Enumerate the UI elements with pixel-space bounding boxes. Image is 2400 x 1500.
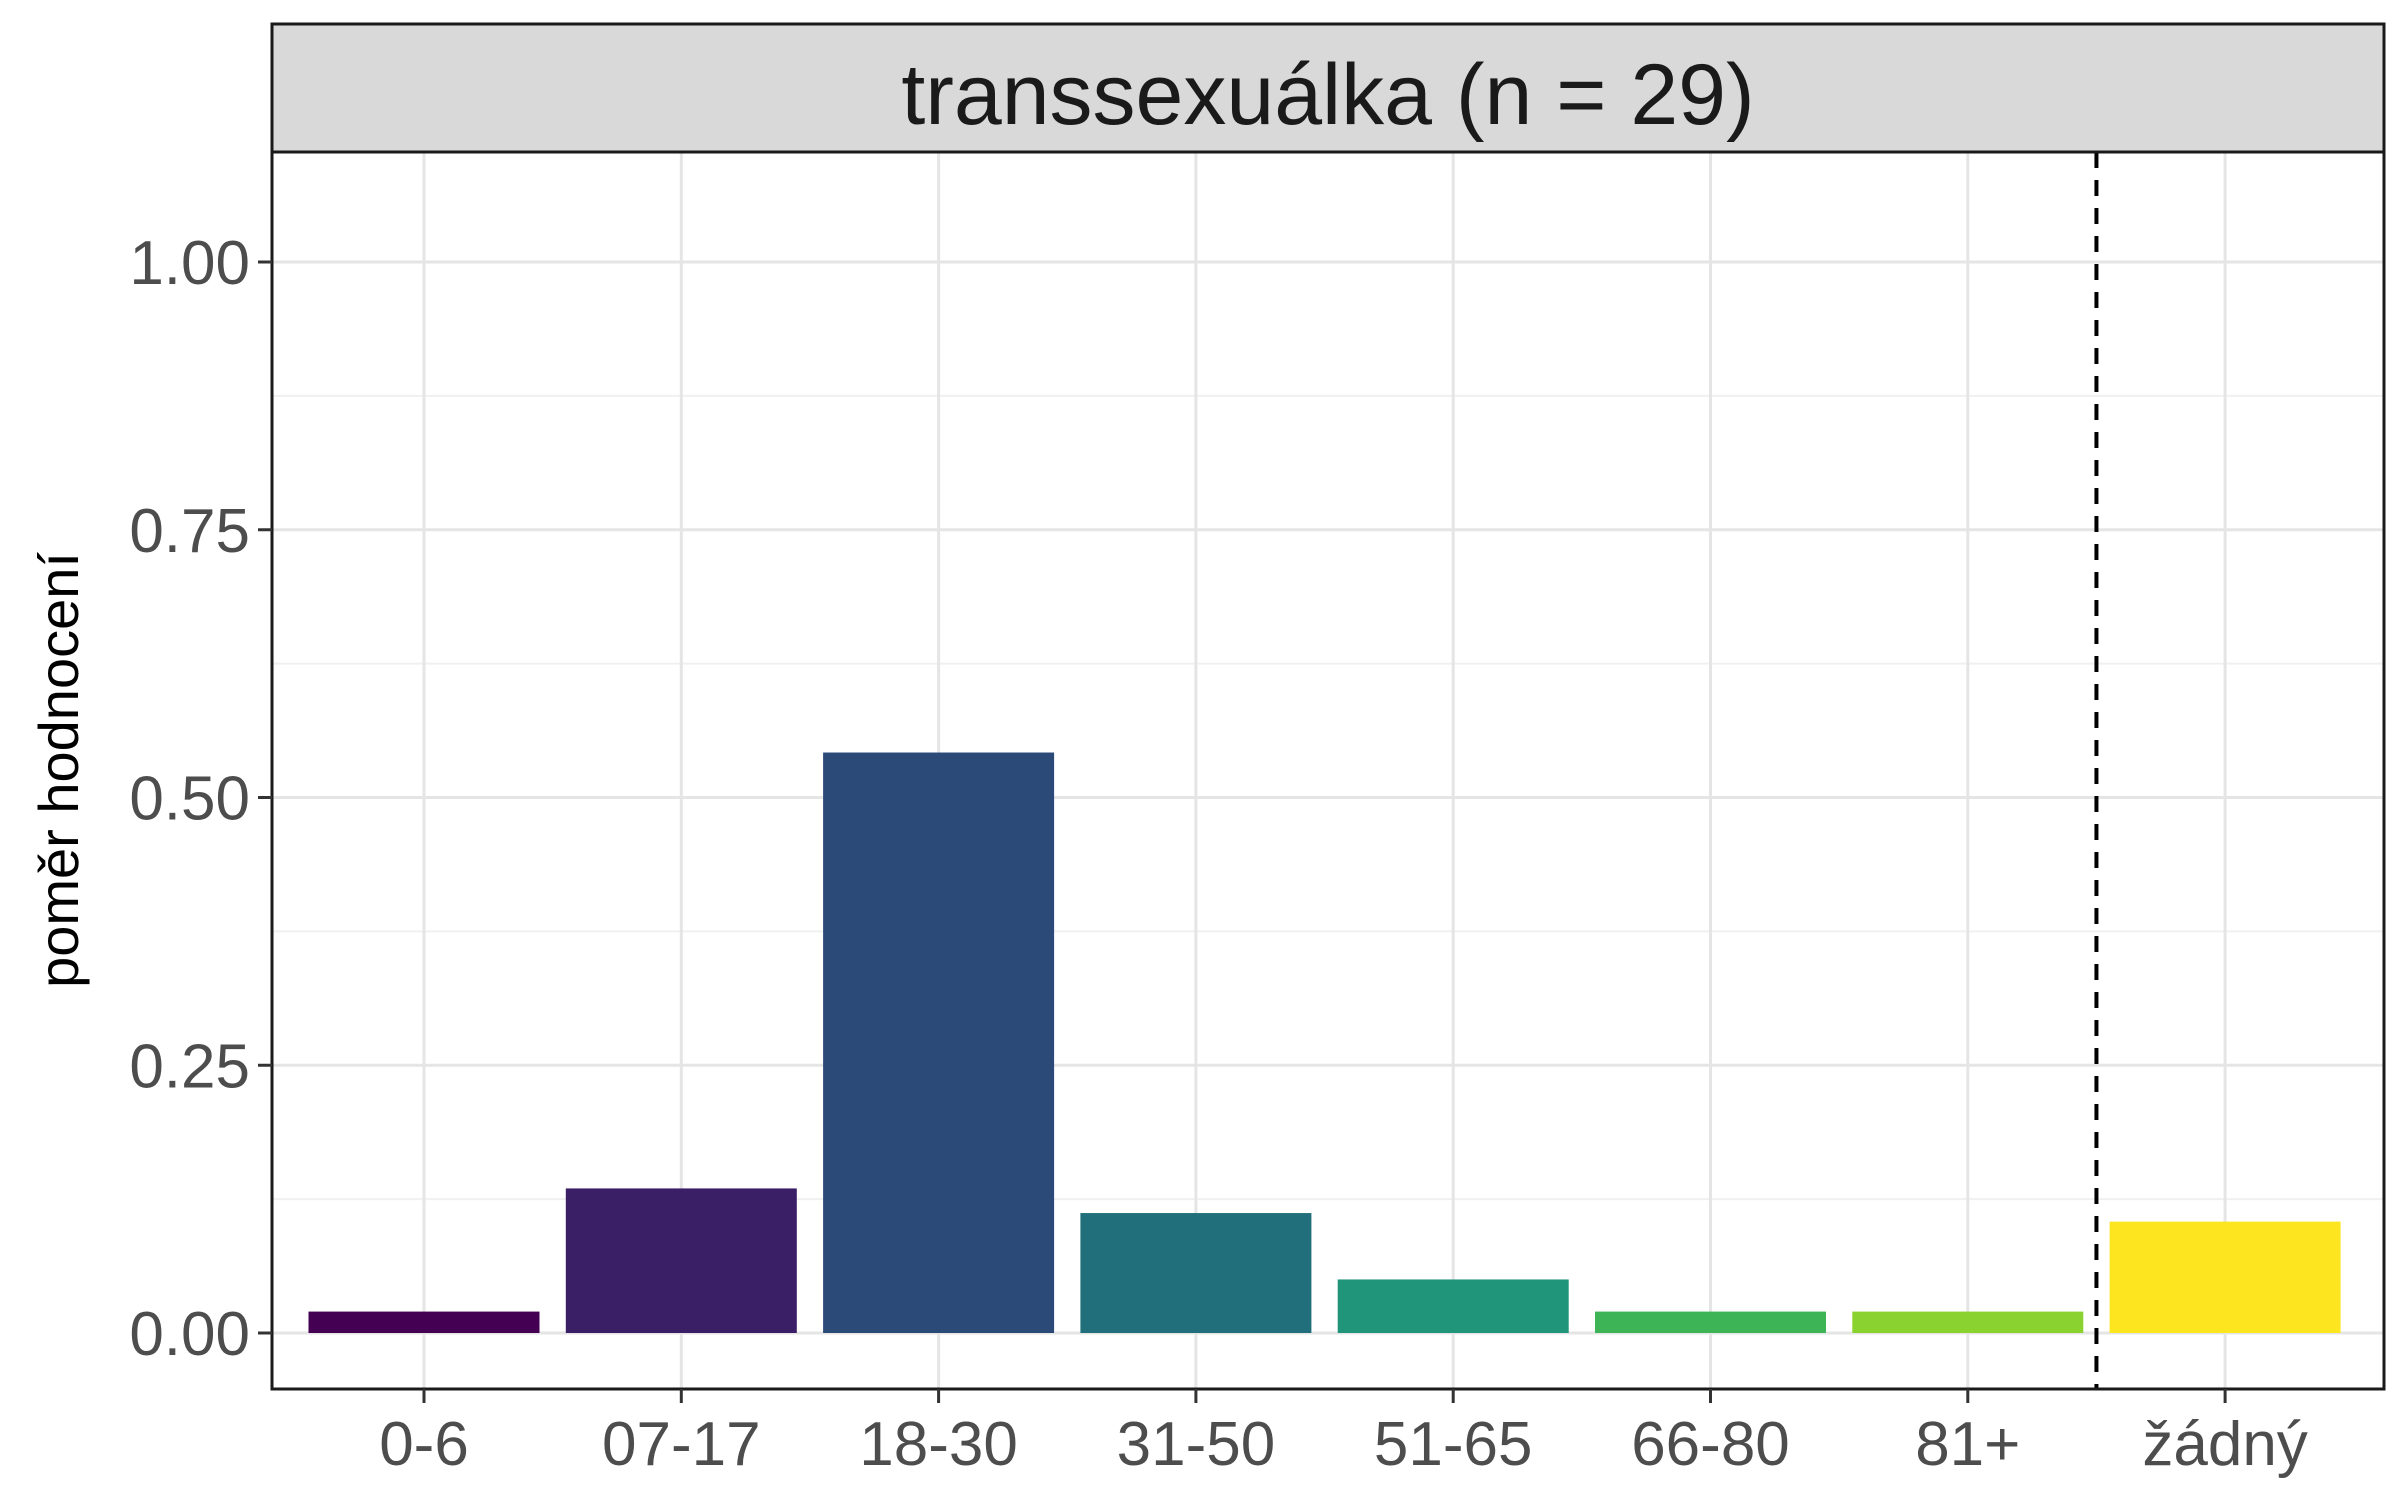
x-tick-label: 07-17: [602, 1410, 761, 1479]
bar-07-17: [565, 1188, 797, 1333]
y-axis: 0.00 0.25 0.50 0.75 1.00: [129, 229, 272, 1369]
y-tick-label: 1.00: [129, 229, 250, 298]
grid-minor: [272, 394, 2384, 1201]
x-axis: 0-6 07-17 18-30 31-50 51-65 66-80 81+ žádný: [379, 1389, 2308, 1479]
plot-panel: [272, 152, 2384, 1389]
panel-border: [270, 150, 2386, 1391]
y-tick-label: 0.50: [129, 765, 250, 834]
bar-18-30: [823, 752, 1055, 1333]
bar-žádný: [2109, 1221, 2341, 1333]
bar-51-65: [1337, 1279, 1569, 1333]
x-tick-label: 18-30: [859, 1410, 1018, 1479]
y-axis-title: poměr hodnocení: [27, 552, 90, 988]
bar-66-80: [1595, 1311, 1826, 1333]
y-tick-label: 0.25: [129, 1032, 250, 1101]
x-tick-label: 0-6: [379, 1410, 469, 1479]
facet-strip: [270, 22, 2386, 154]
bars: [308, 752, 2341, 1333]
x-tick-label: žádný: [2142, 1410, 2307, 1479]
bar-0-6: [308, 1311, 540, 1333]
x-tick-label: 81+: [1915, 1410, 2020, 1479]
x-tick-label: 51-65: [1374, 1410, 1533, 1479]
facet-title: transsexuálka (n = 29): [901, 47, 1754, 143]
bar-31-50: [1080, 1213, 1312, 1333]
y-tick-label: 0.75: [129, 497, 250, 566]
bar-81+: [1852, 1311, 2084, 1333]
x-tick-label: 66-80: [1631, 1410, 1790, 1479]
x-tick-label: 31-50: [1117, 1410, 1276, 1479]
y-tick-label: 0.00: [129, 1300, 250, 1369]
